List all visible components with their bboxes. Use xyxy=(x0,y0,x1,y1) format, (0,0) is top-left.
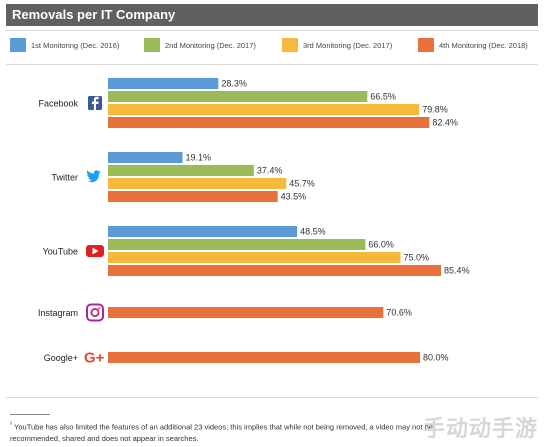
bar-facebook-s2 xyxy=(108,91,368,102)
data-label: 66.5% xyxy=(370,92,396,102)
bar-youtube-s2 xyxy=(108,239,366,250)
legend-swatch xyxy=(418,38,434,52)
svg-text:G+: G+ xyxy=(84,350,105,367)
google-plus-icon: G+ xyxy=(84,350,105,367)
divider-top xyxy=(6,30,538,31)
data-label: 80.0% xyxy=(423,353,449,363)
divider-legend xyxy=(6,64,538,65)
category-label: Facebook xyxy=(38,99,78,109)
legend-swatch xyxy=(282,38,298,52)
footnote-rule xyxy=(10,414,50,415)
instagram-icon xyxy=(86,303,104,322)
data-label: 79.8% xyxy=(422,105,448,115)
watermark: 手动动手游 xyxy=(422,417,538,442)
legend-label: 2nd Monitoring (Dec. 2017) xyxy=(165,40,256,50)
chart-title: Removals per IT Company xyxy=(6,4,538,26)
divider-bottom xyxy=(6,397,538,398)
bar-twitter-s2 xyxy=(108,165,254,176)
twitter-icon xyxy=(86,170,101,183)
category-label: Google+ xyxy=(44,353,78,363)
bar-google-s4 xyxy=(108,352,420,363)
bar-chart: 28.3% 66.5% 79.8% 82.4% Facebook 19.1% 37.4% 45… xyxy=(38,78,470,367)
data-label: 48.5% xyxy=(300,227,326,237)
data-label: 43.5% xyxy=(281,192,307,202)
legend-label: 1st Monitoring (Dec. 2016) xyxy=(31,40,120,50)
data-label: 82.4% xyxy=(432,118,458,128)
bar-twitter-s1 xyxy=(108,152,183,163)
bar-instagram-s4 xyxy=(108,307,384,318)
data-label: 45.7% xyxy=(289,179,315,189)
bar-youtube-s4 xyxy=(108,265,442,276)
data-label: 19.1% xyxy=(185,153,211,163)
bar-twitter-s3 xyxy=(108,178,287,189)
data-label: 37.4% xyxy=(257,166,283,176)
bar-facebook-s4 xyxy=(108,117,430,128)
legend-label: 3rd Monitoring (Dec. 2017) xyxy=(303,40,393,50)
category-label: YouTube xyxy=(43,247,78,257)
chart-legend: 1st Monitoring (Dec. 2016) 2nd Monitoring… xyxy=(0,36,544,54)
bar-youtube-s3 xyxy=(108,252,401,263)
legend-item-1: 1st Monitoring (Dec. 2016) xyxy=(10,36,119,54)
data-label: 70.6% xyxy=(386,308,412,318)
bar-facebook-s1 xyxy=(108,78,219,89)
bar-youtube-s1 xyxy=(108,226,298,237)
legend-label: 4th Monitoring (Dec. 2018) xyxy=(439,40,528,50)
bar-twitter-s4 xyxy=(108,191,278,202)
legend-swatch xyxy=(144,38,160,52)
legend-item-4: 4th Monitoring (Dec. 2018) xyxy=(418,36,528,54)
facebook-icon xyxy=(88,96,102,111)
youtube-icon xyxy=(86,245,104,257)
footnote-text: YouTube has also limited the features of… xyxy=(10,422,433,443)
footnote: ² YouTube has also limited the features … xyxy=(10,419,450,444)
data-label: 66.0% xyxy=(368,240,394,250)
data-label: 28.3% xyxy=(221,79,247,89)
category-label: Twitter xyxy=(51,173,78,183)
data-label: 75.0% xyxy=(404,253,430,263)
legend-swatch xyxy=(10,38,26,52)
legend-item-3: 3rd Monitoring (Dec. 2017) xyxy=(282,36,392,54)
footnote-mark: ² xyxy=(10,421,13,428)
legend-item-2: 2nd Monitoring (Dec. 2017) xyxy=(144,36,256,54)
data-label: 85.4% xyxy=(444,266,470,276)
category-label: Instagram xyxy=(38,308,78,318)
bar-facebook-s3 xyxy=(108,104,420,115)
